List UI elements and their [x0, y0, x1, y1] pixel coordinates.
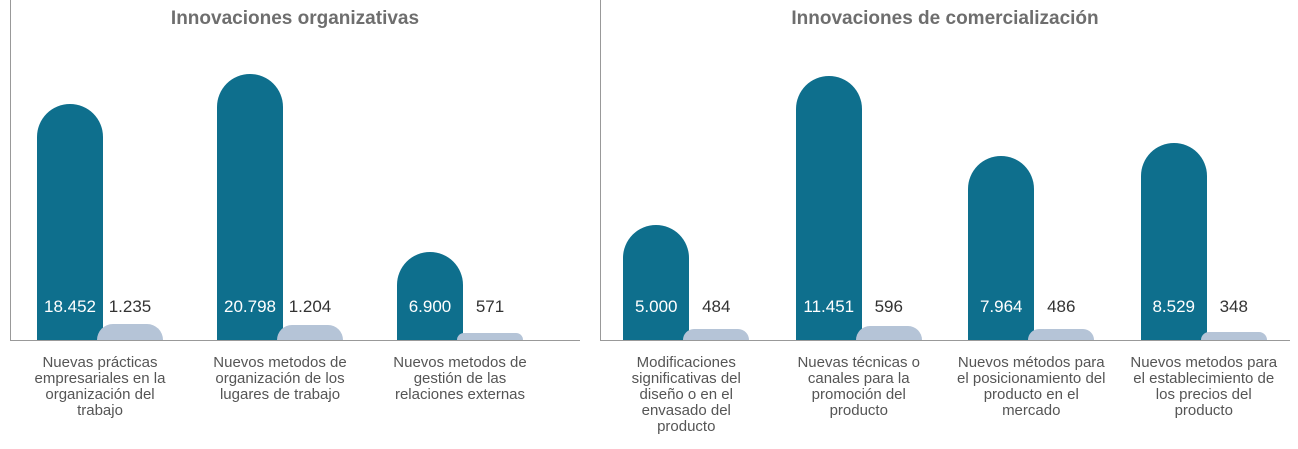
value-label: 8.529 — [1152, 297, 1196, 316]
value-label: 11.451 — [803, 297, 855, 316]
value-label: 1.204 — [288, 297, 332, 316]
value-label: 486 — [1047, 297, 1076, 316]
value-label: 5.000 — [634, 297, 678, 316]
bar — [855, 326, 922, 340]
value-label: 6.900 — [408, 297, 452, 316]
bar — [217, 74, 283, 340]
value-label: 18.452 — [44, 297, 96, 316]
chart-title: Innovaciones de comercialización — [791, 8, 1099, 29]
x-axis — [10, 340, 580, 341]
bar — [397, 251, 463, 340]
x-tick-label: Modificaciones significativas del diseño… — [631, 354, 741, 435]
y-axis — [600, 0, 601, 340]
bar — [1028, 328, 1095, 340]
x-axis — [600, 340, 1290, 341]
bar — [968, 156, 1035, 340]
x-tick-label: Nuevos metodos de gestión de las relacio… — [393, 354, 527, 403]
bar — [457, 332, 523, 340]
value-label: 571 — [475, 297, 505, 316]
bar — [1140, 143, 1207, 340]
bar — [277, 324, 343, 340]
bar — [683, 328, 750, 340]
y-axis — [10, 0, 11, 340]
bar — [37, 104, 103, 340]
value-label: 1.235 — [108, 297, 152, 316]
x-tick-label: Nuevos metodos para el establecimiento d… — [1130, 354, 1278, 419]
bar — [97, 324, 163, 340]
bar — [1200, 331, 1267, 340]
value-label: 20.798 — [224, 297, 276, 316]
chart-title: Innovaciones organizativas — [170, 8, 420, 29]
bar — [623, 224, 690, 340]
value-label: 596 — [874, 297, 903, 316]
x-tick-label: Nuevas prácticas empresariales en la org… — [34, 354, 166, 419]
x-tick-label: Nuevas técnicas o canales para la promoc… — [797, 354, 921, 419]
value-label: 484 — [702, 297, 731, 316]
bar — [795, 75, 862, 340]
value-label: 348 — [1219, 297, 1248, 316]
x-tick-label: Nuevos metodos de organización de los lu… — [213, 354, 347, 403]
x-tick-label: Nuevos métodos para el posicionamiento d… — [957, 354, 1106, 419]
value-label: 7.964 — [979, 297, 1023, 316]
